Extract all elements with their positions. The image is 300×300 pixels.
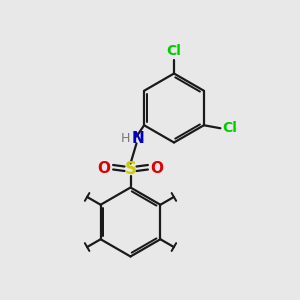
Text: Cl: Cl [167, 44, 182, 58]
Text: Cl: Cl [222, 121, 237, 135]
Text: S: S [124, 160, 136, 178]
Text: H: H [120, 132, 130, 146]
Text: O: O [150, 160, 164, 175]
Text: O: O [98, 160, 111, 175]
Text: N: N [132, 131, 144, 146]
